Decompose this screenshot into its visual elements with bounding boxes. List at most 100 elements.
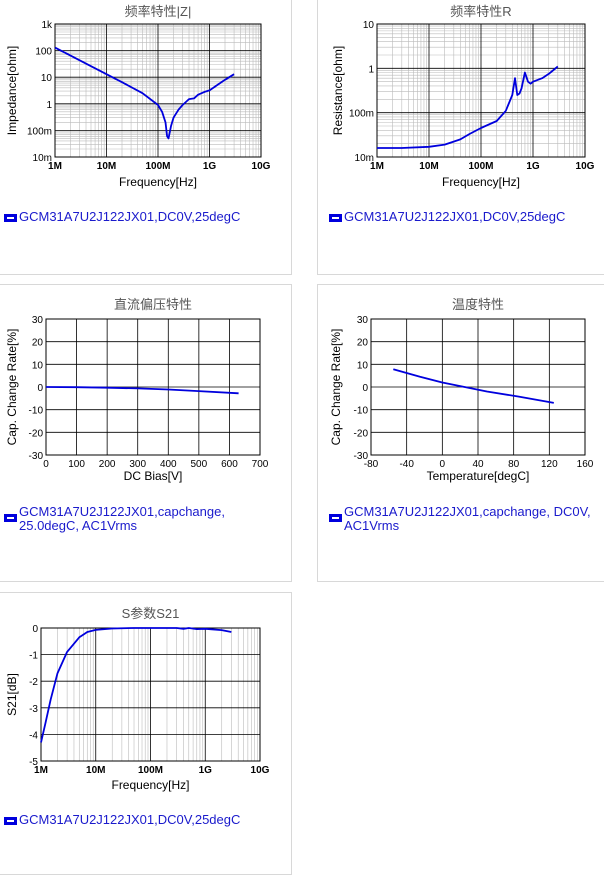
minus-box-icon[interactable] — [329, 214, 342, 222]
x-tick-label: 1G — [203, 161, 217, 172]
y-tick-label: -30 — [29, 451, 44, 462]
x-axis-label: Frequency[Hz] — [442, 175, 520, 189]
y-tick-label: -4 — [29, 730, 38, 741]
legend-resistance[interactable]: GCM31A7U2J122JX01,DC0V,25degC — [329, 210, 601, 224]
x-tick-label: 1M — [370, 161, 384, 172]
series-line — [393, 368, 554, 404]
plot-frame — [370, 318, 586, 456]
y-tick-label: 30 — [32, 315, 44, 326]
y-tick-label: 0 — [32, 624, 38, 635]
y-axis-label: Resistance[ohm] — [331, 46, 345, 135]
legend-temperature[interactable]: GCM31A7U2J122JX01,capchange, DC0V, AC1Vr… — [329, 505, 599, 533]
series-line — [40, 627, 232, 743]
y-tick-label: 0 — [37, 383, 43, 394]
x-axis-label: Frequency[Hz] — [111, 778, 189, 792]
y-axis-label: Impedance[ohm] — [5, 46, 19, 135]
x-tick-label: 10G — [252, 161, 271, 172]
x-tick-label: -40 — [399, 459, 414, 470]
series-line — [377, 65, 559, 149]
x-tick-label: 1M — [48, 161, 62, 172]
y-tick-label: 10 — [32, 360, 44, 371]
legend-label[interactable]: GCM31A7U2J122JX01,DC0V,25degC — [19, 209, 241, 224]
y-tick-label: 1 — [46, 100, 52, 111]
plot-temperature: -80 -40 0 40 80 120 160 -30 -20 -10 0 10 20 30 Tempera… — [329, 315, 594, 483]
legend-label[interactable]: GCM31A7U2J122JX01,capchange, DC0V, AC1Vr… — [344, 504, 591, 533]
y-tick-label: 30 — [357, 315, 369, 326]
y-axis-label: Cap. Change Rate[%] — [329, 329, 343, 446]
x-tick-label: 100M — [468, 161, 493, 172]
y-tick-label: -3 — [29, 704, 38, 715]
legend-s21[interactable]: GCM31A7U2J122JX01,DC0V,25degC — [4, 813, 284, 827]
chart-panel-dcbias — [0, 284, 292, 582]
minus-box-icon[interactable] — [4, 817, 17, 825]
x-tick-label: 40 — [472, 459, 484, 470]
plot-impedance: 1M 10M 100M 1G 10G 10m 100m 1 10 100 1k Frequency[H… — [5, 20, 271, 189]
minus-box-icon[interactable] — [4, 514, 17, 522]
x-tick-label: 160 — [577, 459, 594, 470]
chart-title-temperature: 温度特性 — [451, 297, 504, 312]
x-tick-label: 120 — [541, 459, 558, 470]
x-tick-label: 100M — [138, 765, 163, 776]
chart-title-resistance: 频率特性R — [450, 4, 512, 19]
plot-s21: 1M 10M 100M 1G 10G -5 -4 -3 -2 -1 0 Frequency[Hz] S2… — [5, 624, 270, 792]
legend-impedance[interactable]: GCM31A7U2J122JX01,DC0V,25degC — [4, 210, 284, 224]
y-tick-label: -5 — [29, 757, 38, 768]
minus-box-icon[interactable] — [329, 514, 342, 522]
x-tick-label: 0 — [43, 459, 49, 470]
x-tick-label: 1M — [34, 765, 48, 776]
x-tick-label: 100M — [145, 161, 170, 172]
y-tick-label: 1 — [368, 64, 374, 75]
x-tick-label: 500 — [191, 459, 208, 470]
y-tick-label: 20 — [32, 338, 44, 349]
x-tick-label: 600 — [221, 459, 238, 470]
series-line — [45, 386, 239, 395]
y-tick-label: -10 — [29, 406, 44, 417]
plot-dcbias: 0 100 200 300 400 500 600 700 -30 -20 -10 0 10 20 30 DC… — [5, 315, 269, 483]
minus-box-icon[interactable] — [4, 214, 17, 222]
legend-label[interactable]: GCM31A7U2J122JX01,capchange, 25.0degC, A… — [19, 504, 225, 533]
y-tick-label: -1 — [29, 651, 38, 662]
y-tick-label: 0 — [362, 383, 368, 394]
x-tick-label: 300 — [129, 459, 146, 470]
y-tick-label: 20 — [357, 338, 369, 349]
x-tick-label: 1G — [526, 161, 540, 172]
x-tick-label: 200 — [99, 459, 116, 470]
x-tick-label: 400 — [160, 459, 177, 470]
y-tick-label: -2 — [29, 677, 38, 688]
chart-title-s21: S参数S21 — [121, 606, 180, 621]
legend-label[interactable]: GCM31A7U2J122JX01,DC0V,25degC — [19, 812, 241, 827]
y-tick-label: 100 — [35, 47, 52, 58]
x-tick-label: 700 — [252, 459, 269, 470]
y-tick-label: 1k — [41, 20, 53, 31]
chart-title-dcbias: 直流偏压特性 — [113, 297, 192, 312]
legend-dcbias[interactable]: GCM31A7U2J122JX01,capchange, 25.0degC, A… — [4, 505, 244, 533]
series-line — [54, 46, 235, 140]
y-tick-label: 10 — [363, 20, 375, 31]
x-tick-label: 1G — [199, 765, 213, 776]
x-axis-label: DC Bias[V] — [124, 469, 183, 483]
plot-frame — [376, 23, 586, 158]
y-axis-label: S21[dB] — [5, 673, 19, 716]
x-tick-label: 80 — [508, 459, 520, 470]
y-tick-label: 100m — [27, 126, 52, 137]
y-tick-label: 10m — [33, 153, 52, 164]
x-tick-label: -80 — [364, 459, 379, 470]
y-tick-label: 10m — [355, 153, 374, 164]
plot-resistance: 1M 10M 100M 1G 10G 10m 100m 1 10 Frequency[Hz] Res… — [331, 20, 595, 189]
plot-frame — [54, 23, 262, 158]
chart-title-impedance: 频率特性|Z| — [124, 4, 192, 19]
x-tick-label: 0 — [440, 459, 446, 470]
x-axis-label: Frequency[Hz] — [119, 175, 197, 189]
chart-panel-impedance — [0, 0, 292, 275]
x-tick-label: 10M — [97, 161, 116, 172]
y-tick-label: 10 — [41, 73, 53, 84]
y-tick-label: 100m — [349, 109, 374, 120]
legend-label[interactable]: GCM31A7U2J122JX01,DC0V,25degC — [344, 209, 566, 224]
x-tick-label: 10G — [251, 765, 270, 776]
y-axis-label: Cap. Change Rate[%] — [5, 329, 19, 446]
y-tick-label: -30 — [354, 451, 369, 462]
y-tick-label: -20 — [29, 428, 44, 439]
x-tick-label: 10G — [576, 161, 595, 172]
x-tick-label: 100 — [68, 459, 85, 470]
